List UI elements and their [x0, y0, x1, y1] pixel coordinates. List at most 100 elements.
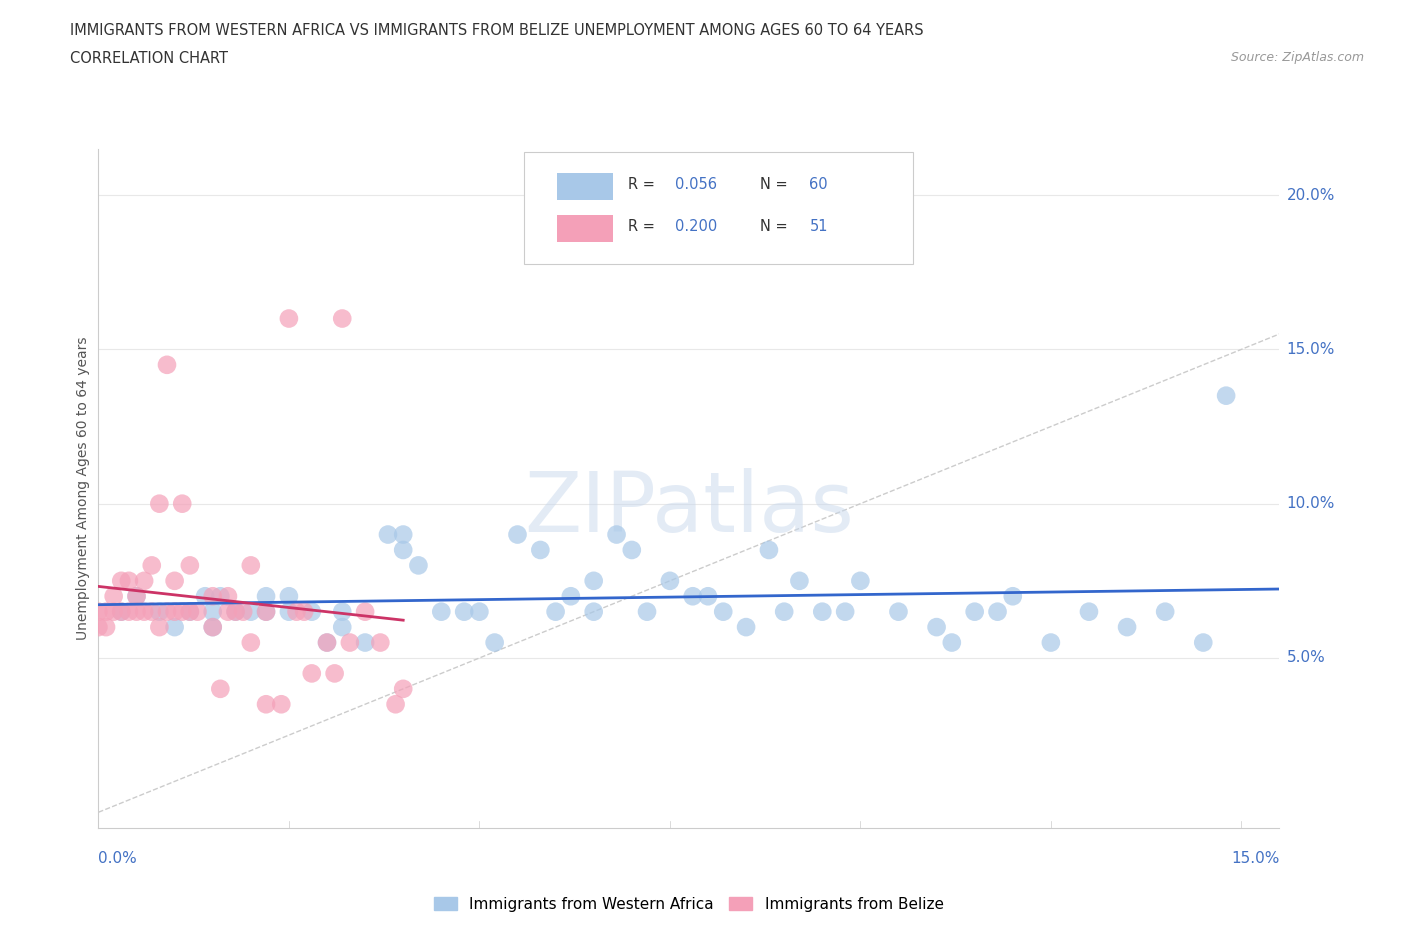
Text: 10.0%: 10.0% — [1286, 497, 1334, 512]
Point — [582, 574, 605, 589]
Point — [697, 589, 720, 604]
Point — [254, 697, 277, 711]
Point — [789, 574, 811, 589]
Point — [582, 604, 605, 619]
Point — [225, 604, 247, 619]
Point — [453, 604, 475, 619]
Y-axis label: Unemployment Among Ages 60 to 64 years: Unemployment Among Ages 60 to 64 years — [76, 337, 90, 640]
Point — [270, 697, 292, 711]
Text: 0.0%: 0.0% — [98, 851, 138, 866]
Point — [156, 357, 179, 372]
Point — [134, 574, 156, 589]
Point — [163, 604, 186, 619]
Text: N =: N = — [759, 178, 792, 193]
Point — [125, 589, 148, 604]
Text: 51: 51 — [810, 219, 828, 234]
Text: ZIPatlas: ZIPatlas — [524, 468, 853, 549]
Point — [330, 619, 353, 634]
Text: 15.0%: 15.0% — [1232, 851, 1279, 866]
Point — [986, 604, 1008, 619]
Bar — [557, 173, 613, 200]
Point — [330, 311, 353, 326]
Point — [620, 542, 643, 557]
Point — [377, 527, 399, 542]
Point — [186, 604, 208, 619]
Bar — [557, 215, 613, 242]
Point — [1215, 388, 1237, 403]
Point — [430, 604, 453, 619]
Text: 0.200: 0.200 — [675, 219, 717, 234]
Legend: Immigrants from Western Africa, Immigrants from Belize: Immigrants from Western Africa, Immigran… — [429, 890, 949, 918]
Point — [110, 574, 132, 589]
Text: N =: N = — [759, 219, 792, 234]
Point — [201, 619, 224, 634]
Point — [209, 682, 232, 697]
Point — [277, 589, 299, 604]
Point — [339, 635, 361, 650]
Point — [163, 619, 186, 634]
Point — [201, 604, 224, 619]
Point — [125, 604, 148, 619]
FancyBboxPatch shape — [523, 153, 914, 264]
Text: 60: 60 — [810, 178, 828, 193]
Point — [201, 619, 224, 634]
Point — [529, 542, 551, 557]
Point — [658, 574, 681, 589]
Point — [834, 604, 856, 619]
Point — [110, 604, 132, 619]
Point — [1192, 635, 1215, 650]
Point — [392, 527, 415, 542]
Text: 20.0%: 20.0% — [1286, 188, 1334, 203]
Point — [179, 558, 201, 573]
Point — [148, 619, 170, 634]
Point — [735, 619, 758, 634]
Point — [239, 604, 262, 619]
Point — [849, 574, 872, 589]
Point — [217, 604, 239, 619]
Point — [225, 604, 247, 619]
Point — [254, 604, 277, 619]
Point — [323, 666, 346, 681]
Point — [87, 619, 110, 634]
Point — [292, 604, 315, 619]
Point — [1116, 619, 1139, 634]
Point — [148, 497, 170, 512]
Text: R =: R = — [627, 219, 659, 234]
Point — [484, 635, 506, 650]
Point — [217, 589, 239, 604]
Point — [103, 604, 125, 619]
Point — [758, 542, 780, 557]
Point — [468, 604, 491, 619]
Text: CORRELATION CHART: CORRELATION CHART — [70, 51, 228, 66]
Text: IMMIGRANTS FROM WESTERN AFRICA VS IMMIGRANTS FROM BELIZE UNEMPLOYMENT AMONG AGES: IMMIGRANTS FROM WESTERN AFRICA VS IMMIGR… — [70, 23, 924, 38]
Text: Source: ZipAtlas.com: Source: ZipAtlas.com — [1230, 51, 1364, 64]
Point — [209, 589, 232, 604]
Point — [887, 604, 910, 619]
Point — [118, 604, 141, 619]
Point — [301, 666, 323, 681]
Point — [392, 682, 415, 697]
Point — [392, 542, 415, 557]
Point — [201, 589, 224, 604]
Point — [963, 604, 986, 619]
Point — [606, 527, 628, 542]
Point — [87, 604, 110, 619]
Point — [118, 574, 141, 589]
Point — [156, 604, 179, 619]
Point — [194, 589, 217, 604]
Text: 0.056: 0.056 — [675, 178, 717, 193]
Point — [1039, 635, 1062, 650]
Point — [1001, 589, 1024, 604]
Point — [354, 635, 377, 650]
Point — [277, 311, 299, 326]
Point — [94, 619, 117, 634]
Point — [110, 604, 132, 619]
Point — [239, 558, 262, 573]
Text: 15.0%: 15.0% — [1286, 342, 1334, 357]
Point — [1078, 604, 1101, 619]
Point — [544, 604, 567, 619]
Point — [316, 635, 339, 650]
Point — [773, 604, 796, 619]
Text: R =: R = — [627, 178, 659, 193]
Point — [301, 604, 323, 619]
